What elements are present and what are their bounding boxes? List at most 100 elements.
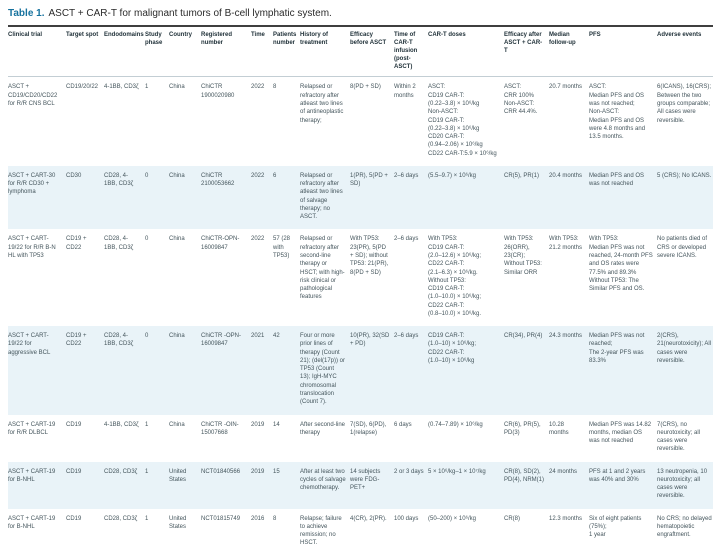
cell-infusion: 100 days — [394, 515, 419, 522]
cell-doses: (0.74–7.89) × 10⁶/kg — [428, 421, 483, 428]
cell-infusion: 6 days — [394, 421, 412, 428]
cell-target: CD19 — [66, 515, 82, 522]
cell-patients: 8 — [273, 515, 277, 522]
cell-followup: 20.4 months — [549, 172, 583, 179]
cell-pfs: Median PFS and OS was not reached — [589, 172, 645, 188]
cell-eff_after: ASCT: CRR 100% Non-ASCT: CRR 44.4%. — [504, 84, 538, 116]
cell-registered: ChiCTR 1900020980 — [201, 84, 235, 99]
cell-doses: (50–200) × 10⁶/kg — [428, 515, 477, 522]
cell-adverse: 2(CRS), 21(neurotoxicity); All cases wer… — [657, 333, 712, 364]
cell-eff_after: CR(5), PR(1) — [504, 172, 540, 179]
table-row: ASCT + CART-30 for R/R CD30 + lymphoma CD… — [8, 165, 713, 230]
cell-infusion: 2–6 days — [394, 172, 419, 179]
cell-history: Relapsed or refractory after second-line… — [300, 236, 345, 301]
cell-phase: 0 — [145, 172, 149, 179]
column-header-patients: Patients number — [273, 26, 300, 78]
cell-doses: 5 × 10⁶/kg–1 × 10⁷/kg — [428, 468, 486, 475]
column-header-pfs: PFS — [589, 26, 657, 78]
column-header-adverse: Adverse events — [657, 26, 713, 78]
column-header-country: Country — [169, 26, 201, 78]
cell-eff_before: 1(PR), 5(PD + SD) — [350, 172, 388, 188]
header-row: Clinical trial Target spot Endodomains Stud… — [8, 26, 713, 78]
cell-registered: ChiCTR-OPN-16009847 — [201, 236, 240, 251]
cell-target: CD19 + CD22 — [66, 236, 87, 251]
cell-eff_after: CR(34), PR(4) — [504, 333, 543, 340]
table-title: Table 1. ASCT + CAR-T for malignant tumor… — [8, 8, 705, 19]
cell-doses: CD19 CAR-T: (1.0–10) × 10⁶/kg; CD22 CAR-… — [428, 333, 476, 364]
cell-eff_before: With TP53: 23(PR), 5(PD + SD); without T… — [350, 236, 389, 276]
cell-country: China — [169, 333, 185, 340]
cell-target: CD19 — [66, 468, 82, 475]
cell-time: 2021 — [251, 333, 265, 340]
column-header-eff_before: Efficacy before ASCT — [350, 26, 394, 78]
cell-eff_before: 14 subjects were FDG-PET+ — [350, 468, 381, 492]
column-header-infusion: Time of CAR-T infusion (post-ASCT) — [394, 26, 428, 78]
cell-history: After at least two cycles of salvage che… — [300, 468, 346, 492]
cell-pfs: Median PFS was not reached; The 2-year P… — [589, 333, 645, 364]
column-header-followup: Median follow-up — [549, 26, 589, 78]
cell-phase: 0 — [145, 236, 149, 243]
cell-time: 2019 — [251, 421, 265, 428]
clinical-trials-table: Clinical trial Target spot Endodomains Stud… — [8, 25, 713, 549]
column-header-time: Time — [251, 26, 273, 78]
cell-infusion: 2–6 days — [394, 236, 419, 243]
cell-pfs: With TP53: Median PFS was not reached, 2… — [589, 236, 653, 293]
cell-endodomains: CD28, 4-1BB, CD3ζ — [104, 236, 134, 251]
cell-doses: ASCT: CD19 CAR-T: (0.22–3.8) × 10⁶/kg No… — [428, 84, 497, 157]
cell-followup: 20.7 months — [549, 84, 583, 91]
cell-history: Four or more prior lines of therapy (Cou… — [300, 333, 346, 406]
column-header-target: Target spot — [66, 26, 104, 78]
cell-history: After second-line therapy — [300, 421, 346, 436]
table-row: ASCT + CART-19 for B-NHL CD19 CD28, CD3ζ 1 U… — [8, 509, 713, 549]
cell-followup: 24.3 months — [549, 333, 583, 340]
cell-endodomains: 4-1BB, CD3ζ — [104, 421, 139, 428]
cell-eff_before: 10(PR), 32(SD + PD) — [350, 333, 390, 348]
cell-country: United States — [169, 468, 187, 483]
cell-trial: ASCT + CART-19 for R/R DLBCL — [8, 421, 56, 436]
cell-followup: 12.3 months — [549, 515, 583, 522]
cell-eff_before: 8(PD + SD) — [350, 84, 381, 91]
cell-endodomains: CD28, 4-1BB, CD3ζ — [104, 333, 134, 348]
cell-infusion: 2–6 days — [394, 333, 419, 340]
cell-followup: With TP53: 21.2 months — [549, 236, 583, 251]
cell-pfs: Six of eight patients (75%); 1 year — [589, 515, 642, 539]
cell-patients: 8 — [273, 84, 277, 91]
cell-country: United States — [169, 515, 187, 530]
table-row: ASCT + CD19/CD20/CD22 for R/R CNS BCL CD1… — [8, 77, 713, 166]
cell-registered: NCT01815749 — [201, 515, 241, 522]
column-header-endodomains: Endodomains — [104, 26, 145, 78]
cell-phase: 0 — [145, 333, 149, 340]
cell-phase: 1 — [145, 84, 149, 91]
cell-registered: NCT01840566 — [201, 468, 241, 475]
cell-history: Relapse; failure to achieve remission; n… — [300, 515, 342, 547]
cell-country: China — [169, 84, 185, 91]
column-header-doses: CAR-T doses — [428, 26, 504, 78]
cell-adverse: No CRS; no delayed hematopoietic engraft… — [657, 515, 712, 539]
cell-followup: 24 months — [549, 468, 578, 475]
cell-trial: ASCT + CART-19/22 for aggressive BCL — [8, 333, 51, 356]
table-number-label: Table 1. — [8, 8, 45, 19]
cell-adverse: No patients died of CRS or developed sev… — [657, 236, 708, 259]
cell-endodomains: CD28, CD3ζ — [104, 515, 138, 522]
cell-trial: ASCT + CART-19/22 for R/R B-N HL with TP… — [8, 236, 56, 259]
column-header-eff_after: Efficacy after ASCT + CAR-T — [504, 26, 549, 78]
cell-eff_after: CR(6), PR(5), PD(3) — [504, 421, 541, 436]
cell-target: CD19/20/22 — [66, 84, 99, 91]
cell-doses: (5.5–9.7) × 10⁶/kg — [428, 172, 476, 179]
cell-pfs: Median PFS was 14.82 months, median OS w… — [589, 421, 652, 445]
cell-phase: 1 — [145, 468, 149, 475]
cell-target: CD19 — [66, 421, 82, 428]
cell-patients: 57 (28 with TP53) — [273, 236, 291, 259]
cell-registered: ChiCTR -OPN-16009847 — [201, 333, 241, 348]
cell-target: CD30 — [66, 172, 82, 179]
cell-adverse: 7(CRS), no neurotoxicity; all cases were… — [657, 421, 701, 453]
table-row: ASCT + CART-19 for B-NHL CD19 CD28, CD3ζ 1 U… — [8, 461, 713, 509]
cell-country: China — [169, 236, 185, 243]
cell-followup: 10.28 months — [549, 421, 569, 436]
cell-time: 2022 — [251, 236, 265, 243]
cell-time: 2019 — [251, 468, 265, 475]
cell-phase: 1 — [145, 421, 149, 428]
cell-history: Relapsed or refractory after atleast two… — [300, 84, 344, 124]
cell-endodomains: CD28, CD3ζ — [104, 468, 138, 475]
cell-doses: With TP53: CD19 CAR-T: (2.0–12.6) × 10⁶/… — [428, 236, 482, 317]
